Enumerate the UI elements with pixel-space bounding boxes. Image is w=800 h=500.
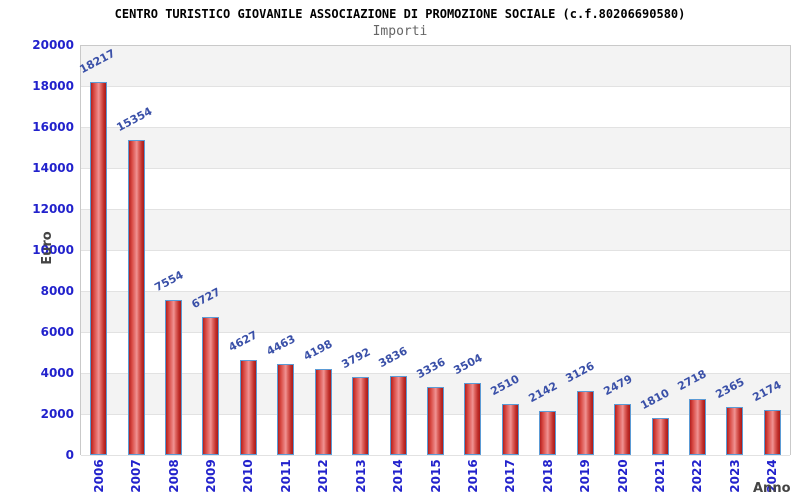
x-tick-label-2022: 2022 xyxy=(690,459,705,493)
grid-band xyxy=(81,169,790,210)
x-tick-label-2008: 2008 xyxy=(166,459,181,493)
grid-band xyxy=(81,46,790,87)
y-tick-label: 18000 xyxy=(32,79,74,93)
bar-2014 xyxy=(389,376,407,455)
x-tick-label-2007: 2007 xyxy=(129,459,144,493)
bar-2006 xyxy=(90,81,108,455)
chart-subtitle: Importi xyxy=(372,24,428,39)
x-tick-label-2014: 2014 xyxy=(391,459,406,493)
x-tick-label-2011: 2011 xyxy=(278,459,293,493)
x-axis-title: Anno xyxy=(753,481,791,496)
bar-2021 xyxy=(651,417,669,455)
bar-2020 xyxy=(614,404,632,455)
bar-2008 xyxy=(165,300,183,455)
x-tick-label-2019: 2019 xyxy=(578,459,593,493)
y-tick-label: 0 xyxy=(65,448,74,462)
x-tick-label-2015: 2015 xyxy=(428,459,443,493)
y-tick-label: 20000 xyxy=(32,38,74,52)
x-tick-label-2018: 2018 xyxy=(540,459,555,493)
x-tick-label-2021: 2021 xyxy=(653,459,668,493)
x-tick-label-2006: 2006 xyxy=(91,459,106,493)
y-tick-label: 16000 xyxy=(32,120,74,134)
grid-band xyxy=(81,333,790,374)
y-tick-label: 8000 xyxy=(40,284,74,298)
grid-band xyxy=(81,251,790,292)
bar-2015 xyxy=(427,386,444,455)
y-tick-label: 10000 xyxy=(32,243,74,257)
bar-2022 xyxy=(688,399,706,455)
bar-2013 xyxy=(352,377,370,455)
bar-2007 xyxy=(127,140,145,455)
bar-2018 xyxy=(539,411,557,455)
chart-title: CENTRO TURISTICO GIOVANILE ASSOCIAZIONE … xyxy=(114,7,686,21)
x-tick-label-2017: 2017 xyxy=(503,459,518,493)
x-tick-label-2013: 2013 xyxy=(353,459,368,493)
x-tick-label-2010: 2010 xyxy=(241,459,256,493)
grid-band xyxy=(81,128,790,169)
y-tick-label: 14000 xyxy=(32,161,74,175)
x-tick-label-2020: 2020 xyxy=(615,459,630,493)
bar-2016 xyxy=(464,383,482,455)
bar-2009 xyxy=(202,317,220,455)
grid-band xyxy=(81,292,790,333)
bar-2024 xyxy=(763,410,781,455)
x-tick-label-2009: 2009 xyxy=(203,459,218,493)
x-tick-label-2023: 2023 xyxy=(727,459,742,493)
bar-2011 xyxy=(277,363,295,455)
bar-2012 xyxy=(314,368,332,455)
y-tick-label: 4000 xyxy=(40,366,74,380)
y-tick-label: 12000 xyxy=(32,202,74,216)
bar-2010 xyxy=(239,360,257,455)
grid-band xyxy=(81,210,790,251)
grid-band xyxy=(81,87,790,128)
x-tick-label-2016: 2016 xyxy=(465,459,480,493)
plot-area xyxy=(80,45,791,456)
y-tick-label: 6000 xyxy=(40,325,74,339)
bar-2017 xyxy=(501,403,519,455)
bar-2023 xyxy=(726,406,744,455)
y-axis-title: Euro xyxy=(40,231,55,265)
y-tick-label: 2000 xyxy=(40,407,74,421)
x-tick-label-2012: 2012 xyxy=(316,459,331,493)
bar-2019 xyxy=(576,390,594,455)
